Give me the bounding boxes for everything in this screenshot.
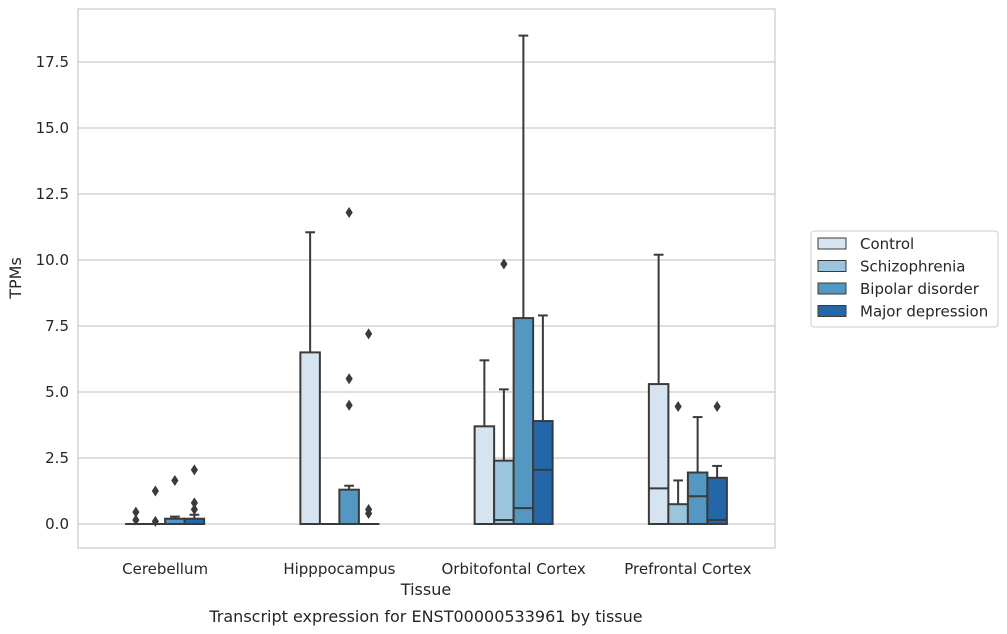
y-tick-label: 10.0 (36, 251, 69, 269)
x-tick-label: Hipppocampus (283, 560, 395, 578)
box-group (512, 34, 535, 525)
box (473, 425, 496, 526)
box (667, 503, 689, 526)
y-tick-label: 2.5 (45, 449, 69, 467)
x-tick-label: Prefrontal Cortex (624, 560, 751, 578)
outlier-point (171, 474, 179, 486)
box (706, 476, 728, 525)
figure-caption: Transcript expression for ENST0000053396… (208, 607, 642, 626)
outlier-point (190, 464, 198, 476)
legend-label: Major depression (860, 303, 988, 321)
box (493, 459, 515, 526)
outlier-point (190, 503, 198, 515)
plot-area-frame (77, 8, 776, 549)
box (338, 488, 360, 525)
y-tick-label: 17.5 (36, 53, 69, 71)
x-tick-label: Orbitofontal Cortex (442, 560, 586, 578)
y-tick-label: 5.0 (45, 383, 69, 401)
x-axis-label: Tissue (400, 580, 451, 599)
box-group (647, 253, 670, 525)
box-group (473, 359, 496, 526)
legend-swatch (817, 282, 847, 295)
box-group (493, 258, 515, 526)
legend-label: Control (860, 235, 914, 253)
outlier-point (500, 258, 508, 270)
outlier-point (190, 497, 198, 509)
outlier-point (132, 514, 140, 526)
outlier-point (345, 206, 353, 218)
box-group (338, 206, 360, 525)
legend-label: Schizophrenia (860, 258, 965, 276)
y-tick-labels: 0.0 2.5 5.0 7.5 10.0 12.5 15.0 17.5 (36, 53, 69, 533)
legend-frame (810, 230, 999, 328)
y-tick-label: 7.5 (45, 317, 69, 335)
outlier-point (345, 373, 353, 385)
box-group (357, 328, 380, 526)
box (532, 420, 554, 526)
box (647, 383, 670, 525)
box-group (144, 485, 167, 527)
box (512, 317, 535, 525)
x-tick-labels: Cerebellum Hipppocampus Orbitofontal Corte… (122, 560, 751, 578)
y-axis-label: TPMs (6, 257, 25, 300)
legend-swatch (817, 260, 847, 272)
legend-swatch (817, 305, 847, 317)
box-group (686, 416, 709, 525)
y-tick-label: 12.5 (36, 185, 69, 203)
outlier-point (151, 515, 159, 527)
legend: Control Schizophrenia Bipolar disorder Majo… (810, 230, 999, 328)
boxes (125, 34, 728, 527)
outlier-point (345, 399, 353, 411)
x-tick-label: Cerebellum (122, 560, 208, 578)
outlier-point (674, 401, 682, 413)
y-tick-label: 0.0 (45, 515, 69, 533)
legend-label: Bipolar disorder (860, 280, 980, 298)
outlier-point (365, 503, 373, 515)
outlier-point (132, 506, 140, 518)
box-group (706, 401, 728, 525)
box (299, 351, 321, 525)
outlier-point (151, 485, 159, 497)
legend-swatch (817, 237, 847, 250)
box (686, 471, 709, 525)
box-group (299, 231, 321, 525)
outlier-point (713, 401, 721, 413)
y-tick-label: 15.0 (36, 119, 69, 137)
box-group (183, 464, 206, 525)
outlier-point (365, 328, 373, 340)
box-group (532, 314, 554, 526)
